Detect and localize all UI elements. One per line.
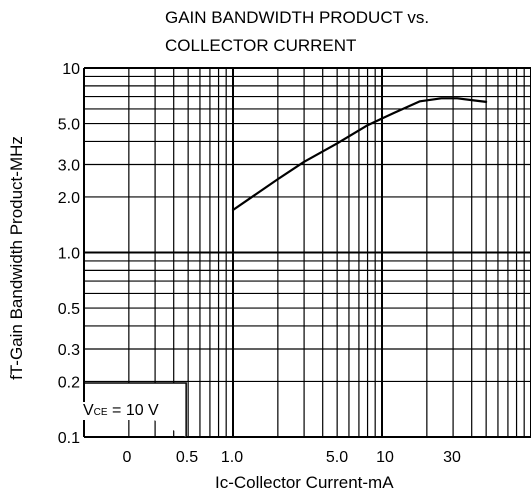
annotation-subscript: CE [93, 407, 108, 418]
y-tick-label: 0.5 [58, 301, 80, 318]
x-tick-label: 5.0 [326, 449, 348, 466]
x-tick-label: 0 [123, 449, 132, 466]
chart-title-line-1: GAIN BANDWIDTH PRODUCT vs. [165, 8, 430, 27]
x-tick-label: 30 [443, 449, 461, 466]
y-tick-label: 10 [62, 61, 80, 78]
series-line [231, 97, 488, 212]
y-tick-label: 3.0 [58, 157, 80, 174]
y-tick-label: 0.1 [58, 430, 80, 447]
vce-annotation: VCE = 10 V [83, 402, 159, 420]
y-tick-label: 0.2 [58, 374, 80, 391]
annotation-suffix: = 10 V [107, 402, 159, 419]
chart-title-line-2: COLLECTOR CURRENT [165, 36, 357, 55]
y-axis-label-container: fT-Gain Bandwidth Product-MHz [6, 98, 28, 418]
x-axis-label: Ic-Collector Current-mA [215, 473, 394, 492]
x-tick-label: 0.5 [176, 449, 198, 466]
y-tick-label: 1.0 [58, 246, 80, 263]
y-tick-label: 0.3 [58, 342, 80, 359]
x-tick-label: 10 [376, 449, 394, 466]
y-tick-label: 5.0 [58, 117, 80, 134]
annotation-prefix: V [83, 402, 94, 419]
y-tick-label: 2.0 [58, 190, 80, 207]
y-axis-label: fT-Gain Bandwidth Product-MHz [7, 136, 26, 380]
x-tick-label: 1.0 [221, 449, 243, 466]
